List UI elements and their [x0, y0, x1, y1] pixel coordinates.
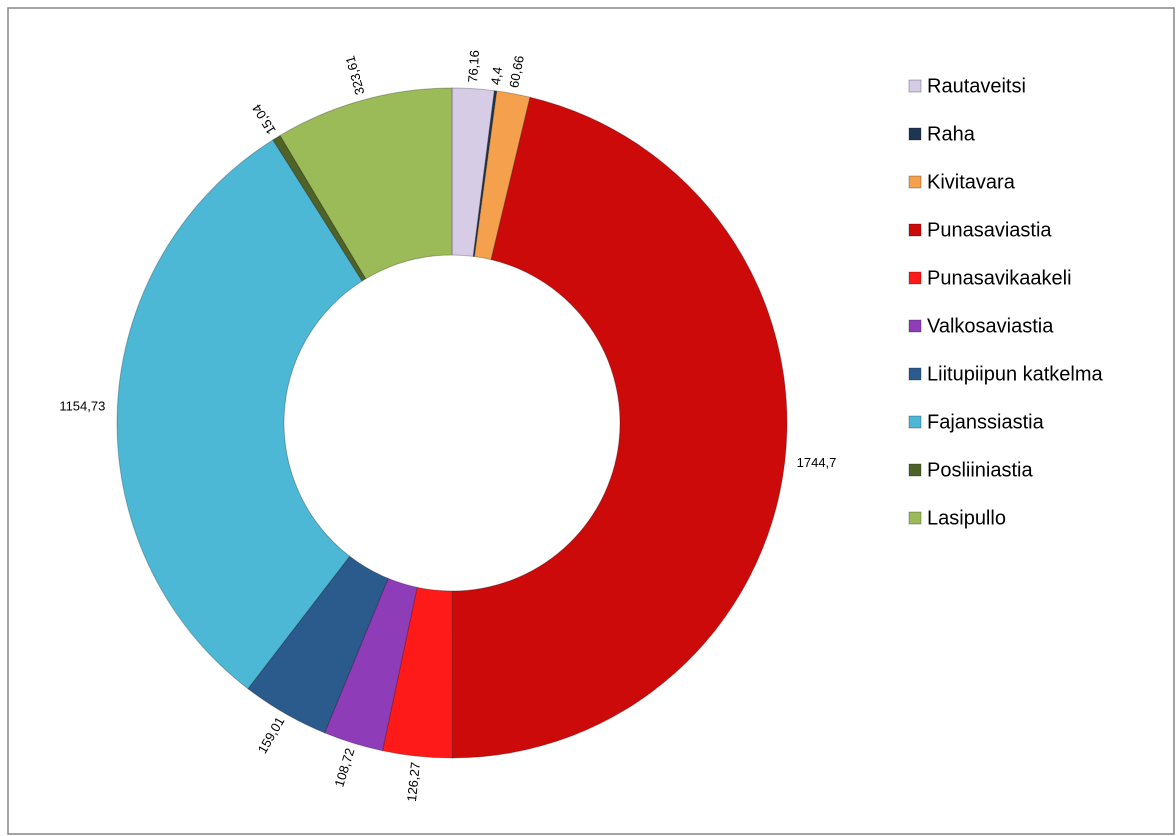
donut-slice	[116, 139, 363, 690]
legend-label: Punasavikaakeli	[927, 267, 1072, 289]
legend-swatch	[908, 271, 922, 285]
donut-slice	[323, 577, 418, 752]
legend-label: Rautaveitsi	[927, 75, 1026, 97]
legend-label: Posliiniastia	[927, 459, 1033, 481]
legend-label: Fajanssiastia	[927, 411, 1045, 433]
legend-swatch	[908, 319, 922, 333]
data-label: 60,66	[506, 54, 527, 89]
legend-label: Liitupiipun katkelma	[927, 363, 1104, 385]
donut-slice	[473, 90, 531, 261]
data-label: 1154,73	[59, 399, 105, 414]
data-label: 1744,7	[797, 455, 837, 470]
legend-swatch	[908, 463, 922, 477]
legend-label: Kivitavara	[927, 171, 1016, 193]
donut-slice	[472, 90, 498, 258]
legend-swatch	[908, 79, 922, 93]
donut-slice	[279, 87, 453, 280]
legend-swatch	[908, 175, 922, 189]
donut-slice	[451, 96, 788, 759]
legend-label: Valkosaviastia	[927, 315, 1054, 337]
legend-label: Raha	[927, 123, 976, 145]
data-label: 126,27	[404, 761, 423, 802]
legend-label: Lasipullo	[927, 507, 1006, 529]
data-label: 4,4	[488, 66, 505, 86]
legend-swatch	[908, 367, 922, 381]
legend-swatch	[908, 415, 922, 429]
donut-slice	[272, 134, 367, 282]
legend-label: Punasaviastia	[927, 219, 1052, 241]
legend-swatch	[908, 127, 922, 141]
donut-slice	[381, 586, 453, 759]
legend-swatch	[908, 223, 922, 237]
legend-swatch	[908, 511, 922, 525]
data-label: 76,16	[465, 50, 482, 83]
